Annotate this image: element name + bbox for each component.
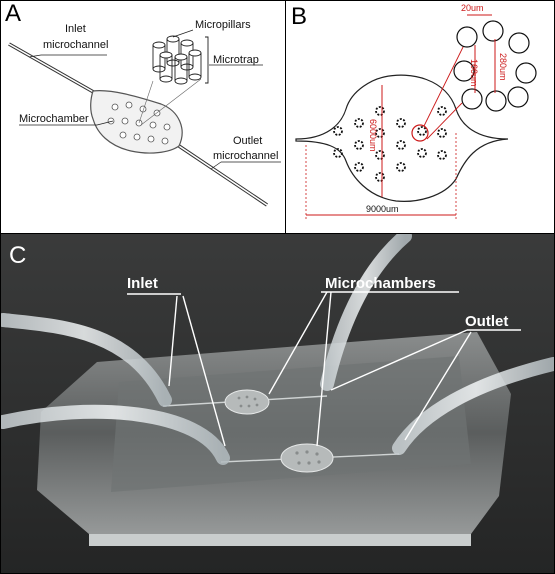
label-inlet: Inlet xyxy=(65,23,86,35)
photo-microchamber-1 xyxy=(224,389,270,415)
panel-a-schematic: A Inlet microchannel Micropillars Microt… xyxy=(0,0,286,234)
label-inlet-microchannel: microchannel xyxy=(43,39,109,51)
dim-pillar-label: 160um xyxy=(469,59,479,87)
dim-trap-label: 280um xyxy=(498,53,508,81)
label-outlet-microchannel: microchannel xyxy=(213,150,279,162)
label-outlet: Outlet xyxy=(233,135,263,147)
trap-zoom xyxy=(453,20,537,112)
callout-lines xyxy=(127,291,521,447)
label-microchamber: Microchamber xyxy=(19,113,89,125)
photo-label-inlet: Inlet xyxy=(127,275,158,292)
panel-a-letter: A xyxy=(5,0,22,27)
panel-b-dimensions: 20um 160um 280um 6000um 9000um B xyxy=(285,0,555,234)
label-micropillars: Micropillars xyxy=(195,19,251,31)
dim-chamber-height: 6000um xyxy=(368,119,378,152)
trap-pattern xyxy=(333,106,447,182)
photo-label-microchambers: Microchambers xyxy=(325,275,436,292)
panel-b-letter: B xyxy=(291,3,308,30)
panel-c-letter: C xyxy=(9,242,27,269)
label-microtrap: Microtrap xyxy=(213,54,259,66)
micropillars-zoom xyxy=(152,35,202,85)
chamber-outline xyxy=(295,74,509,202)
chamber-dimension-drawing: 20um 160um 280um 6000um 9000um xyxy=(295,3,537,219)
trap-array xyxy=(107,101,171,145)
panel-c-photo: C Inlet Microchambers Outlet xyxy=(0,233,555,574)
photo-microchamber-2 xyxy=(280,443,334,473)
chip-photo xyxy=(1,234,554,573)
chip-3d-schematic xyxy=(8,29,281,207)
dim-chamber-width: 9000um xyxy=(366,204,399,214)
photo-label-outlet: Outlet xyxy=(465,313,509,330)
dim-gap-label: 20um xyxy=(461,3,484,13)
